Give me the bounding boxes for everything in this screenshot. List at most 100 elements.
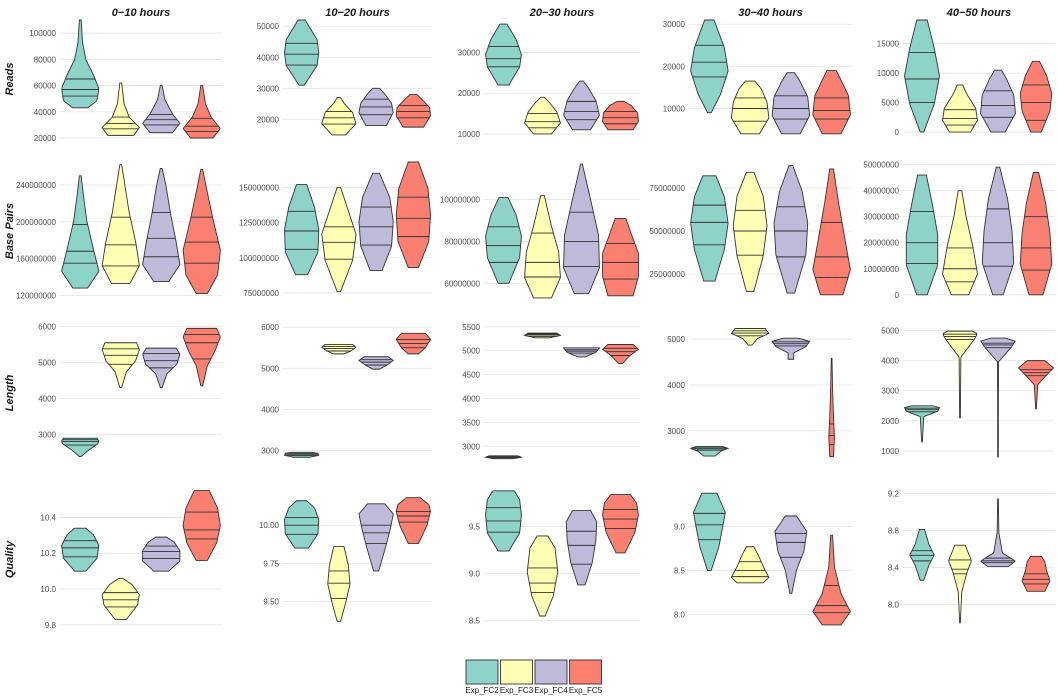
y-tick-label: 10.00 [259, 521, 280, 530]
y-tick-label: 3000 [462, 442, 480, 451]
violin-exp-fc2 [904, 19, 940, 133]
y-tick-label: 3000 [881, 387, 899, 396]
y-tick-label: 30000 [257, 84, 280, 93]
violin-exp-fc2 [61, 527, 100, 572]
y-tick-label: 10000 [877, 69, 900, 78]
y-tick-label: 5000 [881, 327, 899, 336]
violin-exp-fc4 [358, 503, 394, 572]
violin-exp-fc3 [730, 328, 770, 346]
y-tick-label: 5000 [462, 347, 480, 356]
legend-key [534, 659, 568, 685]
legend-key [569, 659, 602, 685]
violin-exp-fc5 [182, 327, 221, 387]
y-tick-label: 50000 [257, 22, 280, 31]
violin-exp-fc3 [321, 343, 357, 355]
violin-exp-fc5 [182, 168, 221, 295]
violin-exp-fc5 [395, 161, 431, 269]
facet-panel: 3000 3500 4000 4500 5000 5500 [462, 323, 640, 460]
row-strip-label: Reads [4, 62, 16, 95]
y-tick-label: 10.4 [40, 513, 56, 522]
violin-exp-fc2 [690, 175, 729, 282]
y-tick-label: 20000 [257, 115, 280, 124]
facet-panel: 1000 2000 3000 4000 5000 [881, 327, 1055, 458]
violin-exp-fc3 [942, 84, 978, 133]
y-tick-label: 20000 [663, 62, 686, 71]
y-tick-label: 40000 [34, 108, 57, 117]
legend-label: Exp_FC3 [500, 686, 534, 695]
violin-exp-fc3 [524, 96, 561, 135]
y-tick-label: 20000 [34, 134, 57, 143]
violin-exp-fc5 [828, 357, 835, 458]
violin-exp-fc4 [771, 72, 811, 135]
y-tick-label: 6000 [38, 323, 56, 332]
y-tick-label: 40000 [257, 53, 280, 62]
violin-exp-fc3 [730, 546, 770, 584]
violin-exp-fc2 [485, 23, 522, 86]
y-tick-label: 10000000 [863, 265, 899, 274]
y-tick-label: 3000 [667, 427, 685, 436]
violin-exp-fc2 [61, 437, 100, 457]
violin-exp-fc4 [773, 165, 809, 294]
y-tick-label: 9.5 [469, 523, 481, 532]
row-strip-label: Length [4, 374, 16, 411]
y-tick-label: 10.0 [40, 585, 56, 594]
y-tick-label: 9.2 [888, 489, 900, 498]
violin-exp-fc3 [732, 171, 768, 292]
column-strip-label: 40−50 hours [946, 7, 1012, 19]
facet-panel: 75000000 100000000 125000000 150000000 [239, 161, 432, 298]
legend-label: Exp_FC2 [465, 686, 499, 695]
y-tick-label: 9.8 [45, 621, 57, 630]
violin-exp-fc5 [395, 94, 431, 128]
violin-exp-fc2 [692, 492, 726, 571]
column-strip-label: 20−30 hours [529, 7, 595, 19]
facet-panel: 3000 4000 5000 6000 [261, 323, 432, 458]
violin-exp-fc5 [602, 494, 639, 554]
y-tick-label: 200000000 [16, 218, 57, 227]
y-tick-label: 3000 [38, 430, 56, 439]
violin-exp-fc2 [485, 197, 522, 284]
violin-exp-fc5 [1017, 360, 1055, 410]
legend-key [500, 659, 533, 685]
violin-exp-fc4 [563, 163, 600, 295]
violin-exp-fc5 [1019, 171, 1053, 296]
violin-exp-fc3 [321, 186, 357, 292]
legend-label: Exp_FC5 [569, 686, 603, 695]
y-tick-label: 4000 [462, 394, 480, 403]
y-tick-label: 8.8 [888, 526, 900, 535]
y-tick-label: 30000 [458, 49, 481, 58]
violin-exp-fc5 [812, 534, 851, 626]
y-tick-label: 80000000 [444, 237, 480, 246]
violin-exp-fc2 [284, 500, 320, 549]
violin-exp-fc5 [602, 218, 639, 297]
violin-exp-fc5 [182, 490, 221, 561]
y-tick-label: 50000000 [863, 161, 899, 170]
y-tick-label: 3000 [261, 447, 279, 456]
y-tick-label: 30000 [663, 20, 686, 29]
violin-exp-fc4 [563, 80, 600, 131]
violin-exp-fc5 [395, 497, 431, 544]
y-tick-label: 100000000 [440, 196, 481, 205]
y-tick-label: 100000000 [239, 254, 280, 263]
violin-exp-fc3 [526, 535, 559, 617]
column-strip-label: 10−20 hours [325, 7, 390, 19]
facet-panel: 60000000 80000000 100000000 [440, 163, 640, 299]
y-tick-label: 5000 [667, 335, 685, 344]
y-tick-label: 5000 [38, 358, 56, 367]
violin-exp-fc5 [812, 70, 851, 135]
y-tick-label: 4000 [38, 394, 56, 403]
violin-exp-fc5 [1019, 60, 1053, 133]
y-tick-label: 10000 [458, 130, 481, 139]
y-tick-label: 0 [895, 128, 900, 137]
y-tick-label: 1000 [881, 447, 899, 456]
violin-exp-fc2 [61, 19, 100, 109]
legend: Exp_FC2 Exp_FC3 Exp_FC4 Exp_FC5 [465, 659, 603, 695]
facet-panel: 9.8 10.0 10.2 10.4 [40, 490, 222, 630]
facet-panel: 10000 20000 30000 [458, 23, 640, 139]
facet-panel: 8.0 8.4 8.8 9.2 [888, 489, 1055, 624]
y-tick-label: 4000 [261, 405, 279, 414]
violin-exp-fc4 [980, 69, 1016, 133]
y-tick-label: 50000000 [649, 227, 685, 236]
y-tick-label: 30000000 [863, 213, 899, 222]
y-tick-label: 9.75 [263, 559, 279, 568]
